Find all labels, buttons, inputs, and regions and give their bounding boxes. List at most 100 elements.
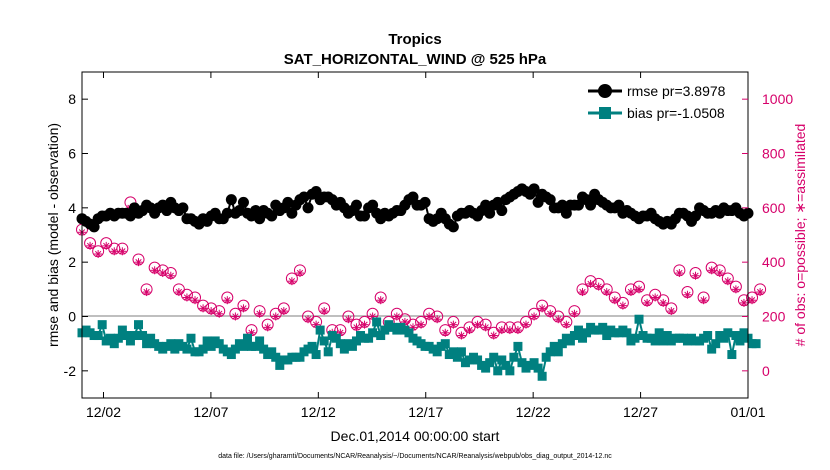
asterisk-stroke: [724, 278, 731, 285]
asterisk-stroke: [224, 297, 231, 304]
bias-point: [347, 341, 357, 351]
obs-assimilated-point: [643, 298, 652, 307]
bias-point: [315, 325, 325, 335]
obs-assimilated-point: [667, 307, 676, 316]
y2-axis-ticks: 0 200 400 600 800 1000: [742, 91, 793, 379]
bias-point: [311, 350, 321, 360]
rmse-point: [544, 194, 556, 206]
bias-point: [404, 328, 414, 338]
obs-assimilated-point: [530, 312, 539, 321]
asterisk-stroke: [442, 329, 449, 336]
asterisk-stroke: [563, 321, 570, 328]
bias-point: [735, 336, 745, 346]
asterisk-stroke: [740, 299, 748, 307]
bias-point: [622, 328, 632, 338]
asterisk-stroke: [135, 259, 142, 266]
obs-assimilated-point: [513, 326, 522, 335]
bias-point: [259, 344, 269, 354]
x-tick-label: 12/22: [516, 404, 551, 420]
bias-point: [198, 344, 208, 354]
bias-point: [93, 331, 103, 341]
y2-tick-label: 0: [762, 363, 770, 379]
data-file-footnote: data file: /Users/gharamti/Documents/NCA…: [218, 453, 612, 460]
rmse-point: [447, 221, 459, 233]
asterisk-stroke: [377, 297, 384, 304]
rmse-point: [221, 207, 233, 219]
asterisk-stroke: [175, 288, 183, 296]
obs-assimilated-point: [449, 320, 458, 329]
bias-point: [113, 333, 123, 343]
asterisk-stroke: [183, 294, 191, 301]
obs-assimilated-point: [739, 298, 748, 307]
bias-point: [582, 328, 592, 338]
bias-point: [335, 339, 345, 349]
legend-rmse-label: rmse pr=3.8978: [627, 83, 726, 99]
obs-assimilated-point: [699, 296, 708, 305]
bias-point: [121, 331, 131, 341]
asterisk-stroke: [288, 278, 296, 285]
asterisk-stroke: [345, 316, 352, 323]
bias-point: [170, 344, 180, 354]
legend-bias-label: bias pr=-1.0508: [627, 105, 725, 121]
bias-point: [630, 333, 640, 343]
y-tick-label: 0: [68, 309, 76, 325]
asterisk-stroke: [369, 313, 376, 320]
bias-point: [513, 341, 523, 351]
obs-assimilated-point: [659, 298, 668, 307]
rmse-point: [407, 191, 419, 203]
asterisk-stroke: [498, 326, 505, 334]
y2-tick-label: 1000: [762, 91, 793, 107]
asterisk-stroke: [450, 321, 457, 328]
bias-point: [452, 352, 462, 362]
asterisk-stroke: [555, 316, 562, 323]
obs-assimilated-point: [586, 279, 595, 288]
bias-point: [517, 358, 527, 368]
bias-point: [142, 339, 152, 349]
obs-assimilated-point: [441, 328, 450, 337]
y2-tick-label: 600: [762, 200, 786, 216]
asterisk-stroke: [86, 242, 94, 250]
x-tick-label: 12/17: [408, 404, 443, 420]
rmse-point: [532, 196, 544, 208]
asterisk-stroke: [660, 299, 667, 307]
bias-point: [541, 352, 551, 362]
obs-assimilated-point: [707, 266, 716, 275]
bias-point: [97, 320, 107, 330]
obs-assimilated-point: [425, 312, 434, 321]
bias-point: [331, 333, 341, 343]
asterisk-stroke: [417, 321, 425, 328]
bias-point: [727, 350, 737, 360]
bias-point: [501, 360, 511, 370]
obs-assimilated-point: [182, 293, 191, 302]
legend: rmse pr=3.8978 bias pr=-1.0508: [588, 83, 726, 121]
obs-assimilated-point: [199, 304, 208, 313]
bias-point: [372, 317, 382, 327]
asterisk-stroke: [716, 269, 723, 277]
rmse-point: [484, 207, 496, 219]
bias-point: [493, 366, 503, 376]
bias-point: [307, 341, 317, 351]
obs-assimilated-point: [748, 296, 757, 305]
rmse-point: [177, 202, 189, 214]
asterisk-stroke: [635, 286, 643, 293]
bias-point: [166, 339, 176, 349]
asterisk-stroke: [732, 286, 740, 293]
obs-assimilated-point: [756, 288, 765, 297]
bias-point: [739, 328, 749, 338]
bias-point: [489, 352, 499, 362]
obs-assimilated-point: [263, 323, 272, 332]
obs-assimilated-point: [554, 315, 563, 324]
bias-point: [565, 336, 575, 346]
rmse-series: [76, 183, 754, 233]
asterisk-stroke: [652, 294, 659, 301]
rmse-point: [585, 199, 597, 211]
asterisk-stroke: [676, 269, 683, 277]
y-tick-label: 6: [68, 146, 76, 162]
bias-point: [186, 333, 196, 343]
rmse-point: [528, 183, 540, 195]
asterisk-stroke: [167, 272, 174, 279]
asterisk-stroke: [103, 242, 110, 250]
asterisk-stroke: [482, 324, 489, 331]
bias-point: [351, 336, 361, 346]
obs-assimilated-point: [94, 250, 103, 259]
